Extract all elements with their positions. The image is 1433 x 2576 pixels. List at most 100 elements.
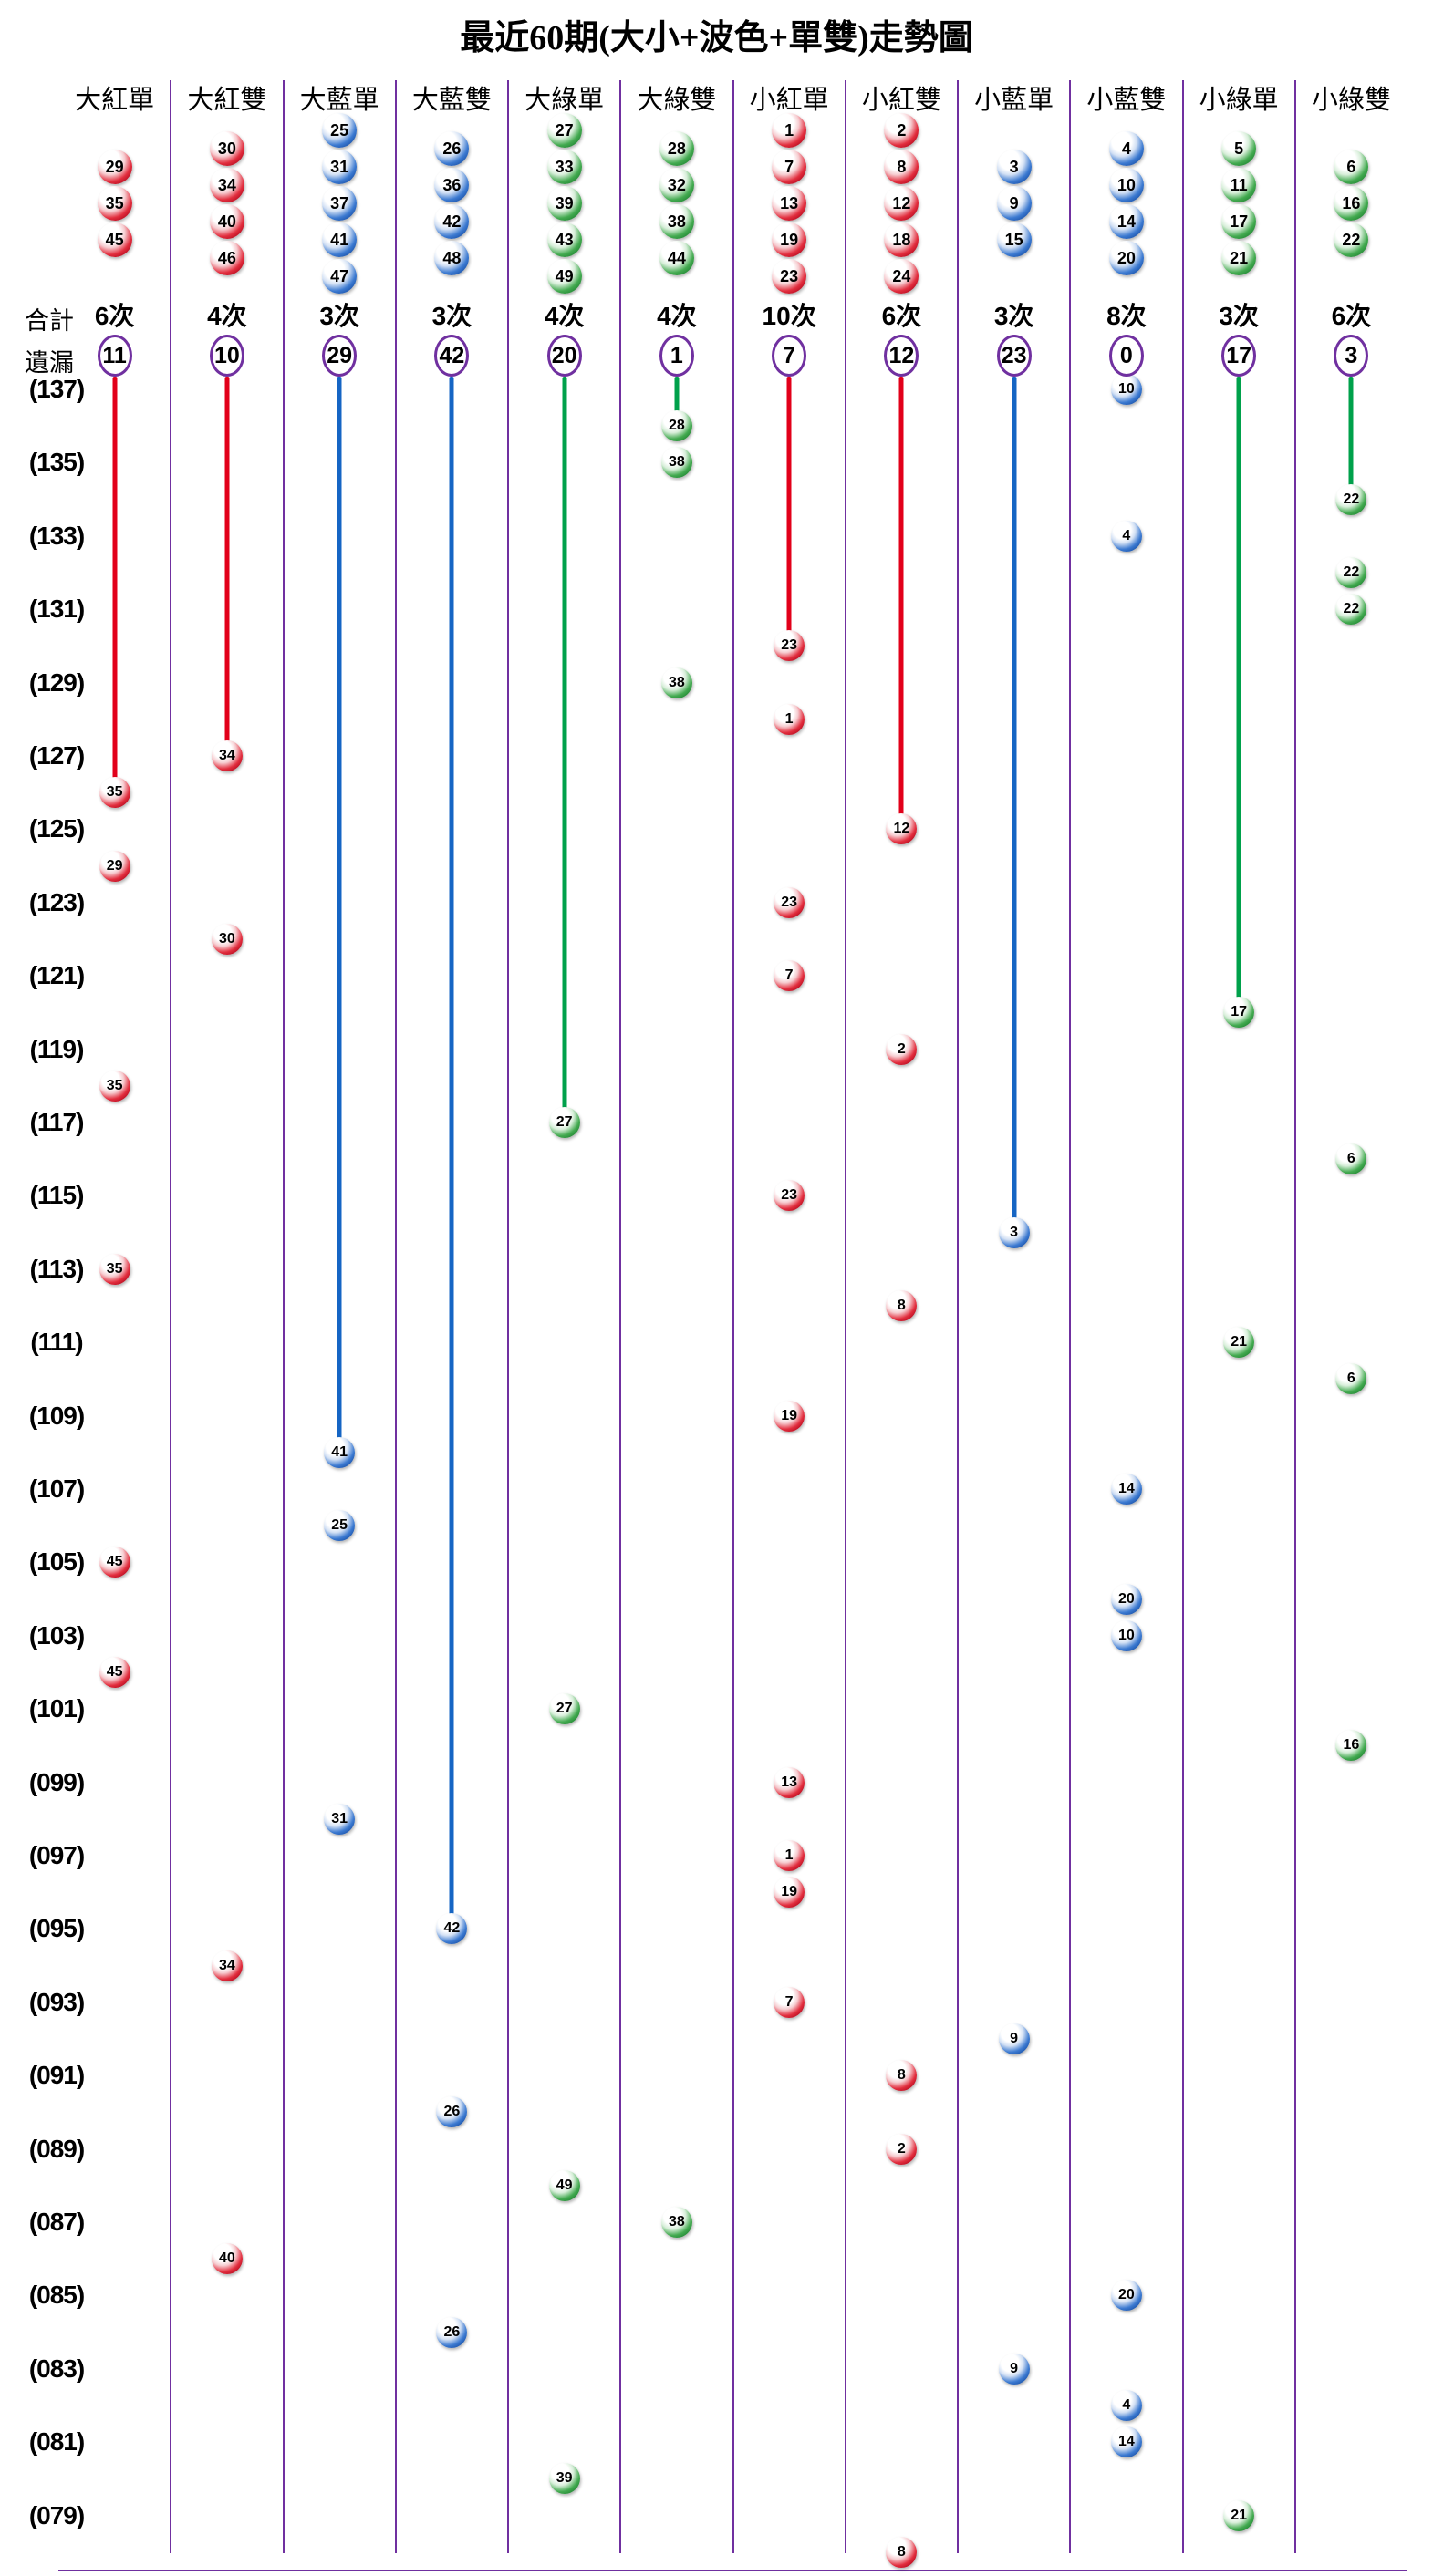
- chart-ball: 6: [1335, 1143, 1367, 1175]
- chart-ball: 1: [774, 1840, 805, 1871]
- trend-line: [562, 377, 567, 1122]
- period-label: (095): [28, 1914, 85, 1943]
- chart-ball: 29: [99, 850, 130, 882]
- bottom-border: [58, 2570, 1407, 2571]
- chart-ball: 22: [1335, 594, 1367, 626]
- chart-ball: 35: [99, 777, 130, 809]
- total-count: 3次: [319, 302, 359, 330]
- period-label: (121): [28, 961, 85, 990]
- period-label: (087): [28, 2208, 85, 2236]
- period-label: (135): [28, 448, 85, 477]
- chart-ball: 19: [774, 1877, 805, 1909]
- chart-ball: 42: [436, 1913, 468, 1945]
- period-label: (079): [28, 2500, 85, 2529]
- chart-ball: 40: [211, 2243, 243, 2275]
- column-header: 小紅雙: [861, 86, 941, 115]
- total-count: 6次: [881, 302, 922, 330]
- chart-ball: 45: [99, 1547, 130, 1578]
- column-separator: [619, 80, 622, 2553]
- cluster-ball: 17: [1221, 204, 1257, 239]
- cluster-ball: 47: [322, 259, 358, 294]
- chart-ball: 28: [660, 410, 692, 442]
- cluster-ball: 10: [1108, 168, 1144, 202]
- column-header: 大藍雙: [411, 86, 492, 115]
- column-header: 大綠單: [524, 86, 605, 115]
- chart-ball: 22: [1335, 557, 1367, 588]
- column-separator: [170, 80, 172, 2553]
- period-label: (089): [28, 2134, 85, 2163]
- trend-line: [337, 377, 342, 1453]
- cluster-ball: 43: [546, 222, 582, 257]
- chart-ball: 26: [436, 2316, 468, 2348]
- cluster-ball: 46: [209, 241, 244, 275]
- cluster-ball: 27: [546, 113, 582, 148]
- chart-ball: 8: [886, 2060, 918, 2092]
- total-row-label: 合計: [25, 307, 74, 335]
- cluster-ball: 21: [1221, 241, 1257, 275]
- trend-line: [1012, 377, 1017, 1233]
- total-count: 4次: [657, 302, 697, 330]
- trend-line: [674, 377, 680, 427]
- total-count: 10次: [762, 302, 816, 330]
- cluster-ball: 40: [209, 204, 244, 239]
- total-count: 3次: [431, 302, 472, 330]
- cluster-ball: 12: [884, 186, 919, 221]
- cluster-ball: 39: [546, 186, 582, 221]
- period-label: (081): [28, 2427, 85, 2457]
- column-header: 小藍單: [974, 86, 1054, 115]
- miss-count: 42: [434, 335, 470, 377]
- cluster-ball: 1: [772, 113, 807, 148]
- cluster-ball: 3: [996, 150, 1032, 184]
- column-header: 小紅單: [749, 86, 829, 115]
- cluster-ball: 45: [97, 222, 132, 257]
- cluster-ball: 5: [1221, 131, 1257, 166]
- column-header: 小綠雙: [1311, 86, 1391, 115]
- period-label: (085): [28, 2281, 85, 2310]
- cluster-ball: 25: [322, 113, 358, 148]
- miss-count: 20: [546, 335, 582, 377]
- column-separator: [1181, 80, 1184, 2553]
- chart-ball: 39: [548, 2463, 580, 2495]
- chart-ball: 8: [886, 2536, 918, 2568]
- cluster-ball: 13: [772, 186, 807, 221]
- column-separator: [394, 80, 397, 2553]
- miss-count: 3: [1334, 335, 1369, 377]
- cluster-ball: 48: [434, 241, 470, 275]
- cluster-ball: 29: [97, 150, 132, 184]
- trend-line: [898, 377, 904, 830]
- miss-count: 17: [1221, 335, 1257, 377]
- cluster-ball: 14: [1108, 204, 1144, 239]
- cluster-ball: 31: [322, 150, 358, 184]
- chart-ball: 1: [774, 703, 805, 735]
- chart-ball: 9: [998, 2023, 1030, 2054]
- cluster-ball: 19: [772, 222, 807, 257]
- miss-count: 1: [659, 335, 694, 377]
- trend-line: [449, 377, 454, 1929]
- total-count: 6次: [94, 302, 135, 330]
- cluster-ball: 9: [996, 186, 1032, 221]
- column-header: 大紅雙: [187, 86, 267, 115]
- chart-ball: 34: [211, 740, 243, 771]
- cluster-ball: 34: [209, 168, 244, 202]
- chart-ball: 3: [998, 1216, 1030, 1248]
- chart-ball: 14: [1110, 1474, 1142, 1505]
- period-label: (101): [28, 1694, 85, 1723]
- period-label: (127): [28, 741, 85, 770]
- cluster-ball: 20: [1108, 241, 1144, 275]
- cluster-ball: 11: [1221, 168, 1257, 202]
- chart-ball: 38: [660, 2207, 692, 2238]
- chart-ball: 10: [1110, 1619, 1142, 1651]
- cluster-ball: 7: [772, 150, 807, 184]
- cluster-ball: 22: [1334, 222, 1369, 257]
- period-label: (119): [29, 1034, 85, 1063]
- chart-ball: 49: [548, 2169, 580, 2201]
- cluster-ball: 2: [884, 113, 919, 148]
- cluster-ball: 18: [884, 222, 919, 257]
- cluster-ball: 41: [322, 222, 358, 257]
- chart-ball: 12: [886, 813, 918, 845]
- chart-ball: 34: [211, 1950, 243, 1981]
- column-separator: [844, 80, 846, 2553]
- column-separator: [732, 80, 734, 2553]
- period-label: (115): [29, 1181, 85, 1210]
